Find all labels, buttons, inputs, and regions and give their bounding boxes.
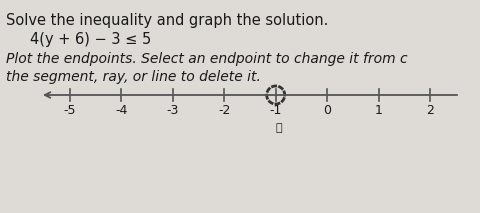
Text: -2: -2 [218, 104, 230, 117]
Text: 2: 2 [426, 104, 434, 117]
Text: -1: -1 [270, 104, 282, 117]
Text: 𝓂: 𝓂 [276, 123, 282, 133]
Text: 4(y + 6) − 3 ≤ 5: 4(y + 6) − 3 ≤ 5 [30, 32, 151, 47]
Text: 1: 1 [374, 104, 383, 117]
Text: -3: -3 [167, 104, 179, 117]
Text: the segment, ray, or line to delete it.: the segment, ray, or line to delete it. [6, 70, 261, 84]
Text: -5: -5 [64, 104, 76, 117]
Text: 0: 0 [323, 104, 331, 117]
Text: Plot the endpoints. Select an endpoint to change it from c: Plot the endpoints. Select an endpoint t… [6, 52, 408, 66]
Text: -4: -4 [115, 104, 128, 117]
Text: Solve the inequality and graph the solution.: Solve the inequality and graph the solut… [6, 13, 328, 28]
